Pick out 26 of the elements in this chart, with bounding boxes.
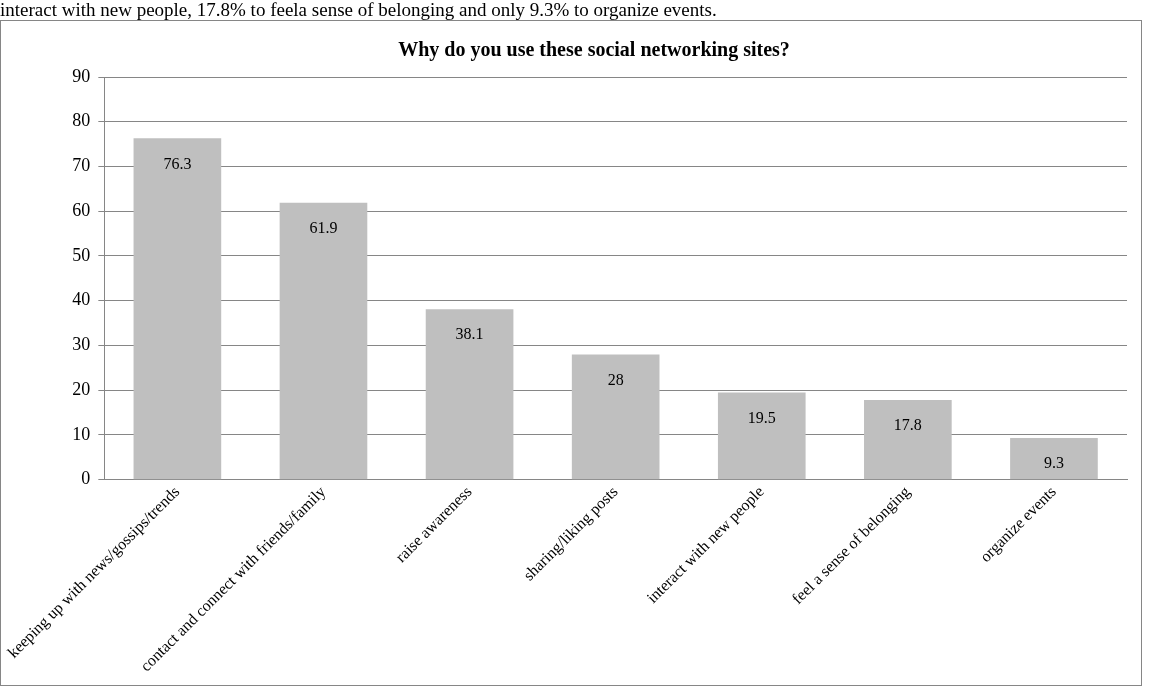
data-label: 38.1: [455, 325, 484, 343]
data-label: 17.8: [893, 416, 922, 434]
chart-title: Why do you use these social networking sites?: [398, 38, 790, 62]
y-tick-label: 60: [72, 199, 91, 220]
y-tick-label: 70: [72, 155, 91, 176]
y-tick-label: 20: [72, 378, 91, 399]
data-label: 9.3: [1043, 454, 1064, 472]
bar: [133, 138, 222, 480]
y-tick-label: 0: [81, 468, 91, 489]
data-label: 19.5: [747, 408, 776, 426]
data-label: 61.9: [309, 218, 338, 236]
y-tick-label: 30: [72, 334, 91, 355]
bar: [864, 400, 952, 480]
y-tick-label: 80: [72, 110, 91, 131]
bar: [425, 309, 514, 480]
text: interact with new people, 17.8% to feela sense of belonging and only 9.3% to organize events.: [0, 0, 718, 20]
bar: [1010, 438, 1098, 480]
bar: [571, 354, 660, 480]
data-label: 76.3: [163, 154, 192, 172]
y-tick-label: 50: [72, 244, 91, 265]
y-tick-label: 40: [72, 289, 91, 310]
y-tick-label: 10: [72, 423, 91, 444]
data-label: 28: [607, 370, 624, 388]
y-tick-label: 90: [72, 65, 91, 86]
bar: [279, 202, 368, 480]
bar: [717, 392, 806, 480]
